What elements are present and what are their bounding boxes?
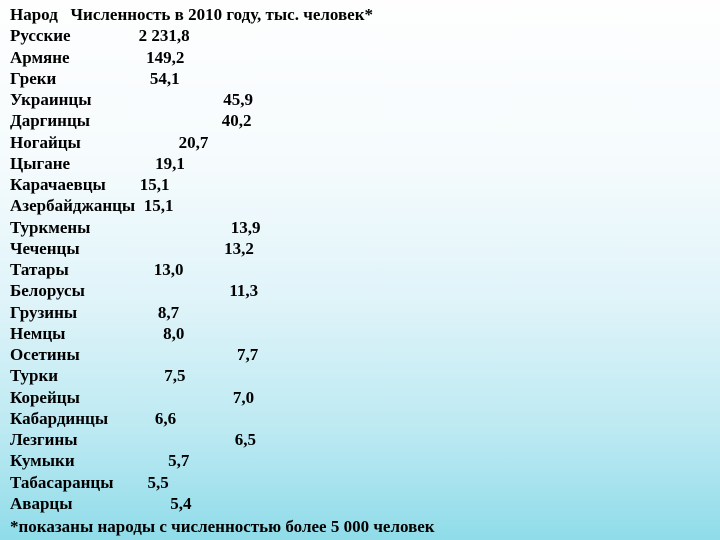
- population-value: 19,1: [155, 154, 185, 173]
- spacer: [80, 388, 233, 407]
- table-row: Чеченцы 13,2: [10, 238, 710, 259]
- table-row: Армяне 149,2: [10, 47, 710, 68]
- table-row: Аварцы 5,4: [10, 493, 710, 514]
- population-value: 5,7: [168, 451, 189, 470]
- population-value: 11,3: [229, 281, 258, 300]
- spacer: [81, 133, 179, 152]
- spacer: [90, 218, 230, 237]
- table-body: Русские 2 231,8Армяне 149,2Греки 54,1Укр…: [10, 25, 710, 514]
- population-value: 13,2: [224, 239, 254, 258]
- population-value: 7,7: [237, 345, 258, 364]
- spacer: [106, 175, 140, 194]
- population-value: 40,2: [222, 111, 252, 130]
- ethnicity-name: Аварцы: [10, 494, 72, 513]
- population-value: 13,0: [154, 260, 184, 279]
- ethnicity-name: Карачаевцы: [10, 175, 106, 194]
- spacer: [70, 48, 147, 67]
- table-row: Лезгины 6,5: [10, 429, 710, 450]
- ethnicity-name: Чеченцы: [10, 239, 80, 258]
- ethnicity-name: Кумыки: [10, 451, 75, 470]
- spacer: [65, 324, 163, 343]
- table-row: Корейцы 7,0: [10, 387, 710, 408]
- population-value: 6,5: [235, 430, 256, 449]
- population-value: 5,5: [148, 473, 169, 492]
- ethnicity-name: Русские: [10, 26, 71, 45]
- table-row: Белорусы 11,3: [10, 280, 710, 301]
- header-col2: Численность в 2010 году, тыс. человек*: [71, 5, 373, 24]
- table-row: Греки 54,1: [10, 68, 710, 89]
- ethnicity-name: Кабардинцы: [10, 409, 108, 428]
- population-value: 45,9: [223, 90, 253, 109]
- spacer: [71, 26, 139, 45]
- population-value: 7,5: [164, 366, 185, 385]
- spacer: [108, 409, 155, 428]
- table-header: Народ Численность в 2010 году, тыс. чело…: [10, 4, 710, 25]
- ethnicity-name: Осетины: [10, 345, 80, 364]
- footnote: *показаны народы с численностью более 5 …: [10, 516, 710, 537]
- ethnicity-name: Табасаранцы: [10, 473, 114, 492]
- ethnicity-name: Татары: [10, 260, 69, 279]
- ethnicity-name: Украинцы: [10, 90, 92, 109]
- table-row: Даргинцы 40,2: [10, 110, 710, 131]
- ethnicity-name: Азербайджанцы: [10, 196, 135, 215]
- population-value: 8,0: [163, 324, 184, 343]
- ethnicity-name: Ногайцы: [10, 133, 81, 152]
- spacer: [69, 260, 154, 279]
- spacer: [77, 303, 158, 322]
- population-value: 149,2: [146, 48, 184, 67]
- spacer: [80, 239, 225, 258]
- ethnicity-name: Грузины: [10, 303, 77, 322]
- ethnicity-name: Даргинцы: [10, 111, 90, 130]
- table-row: Карачаевцы 15,1: [10, 174, 710, 195]
- table-row: Туркмены 13,9: [10, 217, 710, 238]
- ethnicity-name: Немцы: [10, 324, 65, 343]
- population-value: 15,1: [140, 175, 170, 194]
- spacer: [75, 451, 169, 470]
- table-row: Татары 13,0: [10, 259, 710, 280]
- table-row: Турки 7,5: [10, 365, 710, 386]
- spacer: [90, 111, 222, 130]
- spacer: [135, 196, 144, 215]
- spacer: [56, 69, 150, 88]
- table-row: Осетины 7,7: [10, 344, 710, 365]
- spacer: [58, 366, 164, 385]
- population-value: 2 231,8: [139, 26, 190, 45]
- spacer: [92, 90, 224, 109]
- table-row: Ногайцы 20,7: [10, 132, 710, 153]
- ethnicity-name: Белорусы: [10, 281, 85, 300]
- ethnicity-name: Туркмены: [10, 218, 90, 237]
- population-value: 20,7: [179, 133, 209, 152]
- ethnicity-name: Корейцы: [10, 388, 80, 407]
- spacer: [114, 473, 148, 492]
- table-row: Цыгане 19,1: [10, 153, 710, 174]
- ethnicity-name: Лезгины: [10, 430, 78, 449]
- table-row: Азербайджанцы 15,1: [10, 195, 710, 216]
- population-value: 15,1: [144, 196, 174, 215]
- table-row: Русские 2 231,8: [10, 25, 710, 46]
- table-row: Табасаранцы 5,5: [10, 472, 710, 493]
- spacer: [72, 494, 170, 513]
- table-row: Грузины 8,7: [10, 302, 710, 323]
- population-value: 5,4: [170, 494, 191, 513]
- ethnicity-name: Армяне: [10, 48, 70, 67]
- table-row: Кабардинцы 6,6: [10, 408, 710, 429]
- population-value: 13,9: [231, 218, 261, 237]
- population-value: 54,1: [150, 69, 180, 88]
- header-col1: Народ: [10, 5, 58, 24]
- population-value: 7,0: [233, 388, 254, 407]
- ethnicity-name: Греки: [10, 69, 56, 88]
- table-row: Немцы 8,0: [10, 323, 710, 344]
- ethnicity-name: Турки: [10, 366, 58, 385]
- population-value: 6,6: [155, 409, 176, 428]
- population-value: 8,7: [158, 303, 179, 322]
- ethnicity-name: Цыгане: [10, 154, 70, 173]
- spacer: [70, 154, 155, 173]
- table-row: Кумыки 5,7: [10, 450, 710, 471]
- spacer: [78, 430, 235, 449]
- table-row: Украинцы 45,9: [10, 89, 710, 110]
- spacer: [80, 345, 237, 364]
- spacer: [85, 281, 230, 300]
